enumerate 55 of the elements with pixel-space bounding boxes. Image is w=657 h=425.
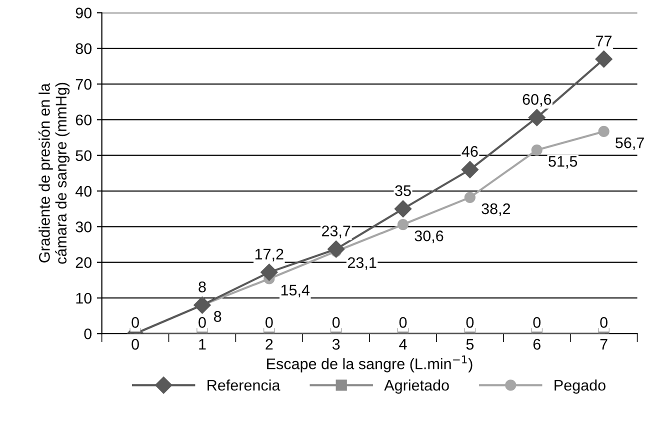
legend-label: Referencia <box>208 379 280 391</box>
data-label: 0 <box>132 317 139 328</box>
data-label: 8 <box>198 282 206 292</box>
x-tick-label: 0 <box>132 338 139 350</box>
point <box>464 192 476 203</box>
data-label: 51,5 <box>548 156 578 169</box>
legend-label: Pegado <box>554 379 606 394</box>
y-tick-label: 10 <box>76 292 92 304</box>
data-label: 8 <box>214 311 222 322</box>
point <box>531 144 542 156</box>
data-label: 15,4 <box>281 284 310 298</box>
x-tick-label: 3 <box>332 338 340 350</box>
data-label: 23,1 <box>348 257 376 270</box>
x-tick-label: 7 <box>600 339 608 350</box>
y-tick-label: 60 <box>76 114 92 126</box>
legend-label: Agrietado <box>384 379 449 394</box>
point <box>461 161 479 178</box>
x-tick-label: 1 <box>199 339 206 350</box>
y-tick-label: 20 <box>76 257 92 268</box>
data-label: 0 <box>466 317 474 328</box>
y-tick-label: 50 <box>76 150 92 162</box>
y-tick-label: 80 <box>76 43 92 54</box>
x-axis-title: Escape de la sangre (L.min$^{−1}$) <box>267 356 472 372</box>
point <box>328 240 345 258</box>
data-label: 38,2 <box>482 203 510 216</box>
data-label: 0 <box>266 317 273 328</box>
y-tick-label: 30 <box>76 222 92 232</box>
data-label: 0 <box>198 317 206 328</box>
y-tick-label: 0 <box>84 328 92 340</box>
point <box>528 109 546 126</box>
data-label: 0 <box>399 317 407 328</box>
data-label: 17,2 <box>255 248 284 262</box>
data-label: 56,7 <box>616 137 644 150</box>
data-label: 35 <box>395 185 411 196</box>
data-label: 0 <box>533 317 541 328</box>
y-axis-title: Gradiente de presión en la cámara de sangre (mmHg) <box>38 82 70 264</box>
x-tick-label: 5 <box>466 339 474 350</box>
y-tick-label: 70 <box>76 78 92 90</box>
data-label: 23,7 <box>322 226 350 238</box>
point <box>598 126 610 138</box>
point <box>260 264 278 281</box>
point <box>394 200 412 218</box>
data-label: 30,6 <box>414 230 444 244</box>
data-label: 77 <box>596 36 612 46</box>
x-tick-label: 6 <box>533 338 540 350</box>
x-tick-label: 4 <box>399 339 407 350</box>
x-tick-label: 2 <box>266 338 273 350</box>
data-label: 0 <box>600 317 608 328</box>
data-label: 46 <box>462 146 478 157</box>
y-tick-label: 40 <box>75 186 92 197</box>
data-label: 0 <box>332 317 340 328</box>
point <box>397 218 409 230</box>
point <box>595 50 612 68</box>
data-label: 60,6 <box>522 94 552 107</box>
y-tick-label: 90 <box>76 8 92 18</box>
